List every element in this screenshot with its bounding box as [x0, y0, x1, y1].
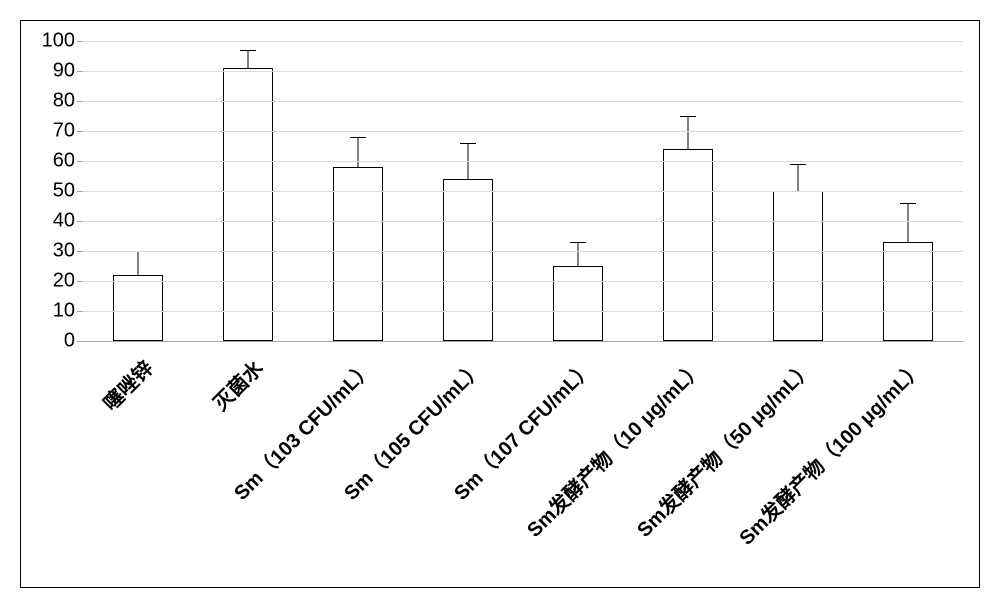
y-tick-label: 80	[53, 90, 83, 113]
gridline	[83, 221, 963, 222]
gridline	[83, 191, 963, 192]
y-tick-label: 100	[42, 30, 83, 53]
chart-container: 0102030405060708090100 噻唑锌灭菌水Sm（103 CFU/…	[20, 20, 980, 588]
x-label-slot: Sm发酵产物（100 μg/mL）	[853, 347, 963, 567]
category-label: 灭菌水	[206, 353, 269, 416]
gridline	[83, 131, 963, 132]
bar	[663, 149, 713, 341]
y-tick-label: 30	[53, 240, 83, 263]
gridline	[83, 71, 963, 72]
plot-area: 0102030405060708090100	[83, 41, 963, 341]
gridline	[83, 101, 963, 102]
gridline	[83, 281, 963, 282]
gridline	[83, 41, 963, 42]
bar	[773, 191, 823, 341]
x-axis-labels: 噻唑锌灭菌水Sm（103 CFU/mL）Sm（105 CFU/mL）Sm（107…	[83, 347, 963, 567]
gridline	[83, 161, 963, 162]
gridline	[83, 251, 963, 252]
y-tick-label: 0	[64, 330, 83, 353]
gridline	[83, 341, 963, 342]
y-tick-label: 20	[53, 270, 83, 293]
y-tick-label: 50	[53, 180, 83, 203]
category-label: 噻唑锌	[96, 353, 159, 416]
bar	[553, 266, 603, 341]
y-tick-label: 60	[53, 150, 83, 173]
y-tick-label: 90	[53, 60, 83, 83]
bar	[223, 68, 273, 341]
bar	[113, 275, 163, 341]
gridline	[83, 311, 963, 312]
x-label-slot: 噻唑锌	[83, 347, 193, 567]
bar	[333, 167, 383, 341]
y-tick-label: 10	[53, 300, 83, 323]
y-tick-label: 70	[53, 120, 83, 143]
bar	[883, 242, 933, 341]
y-tick-label: 40	[53, 210, 83, 233]
bar	[443, 179, 493, 341]
